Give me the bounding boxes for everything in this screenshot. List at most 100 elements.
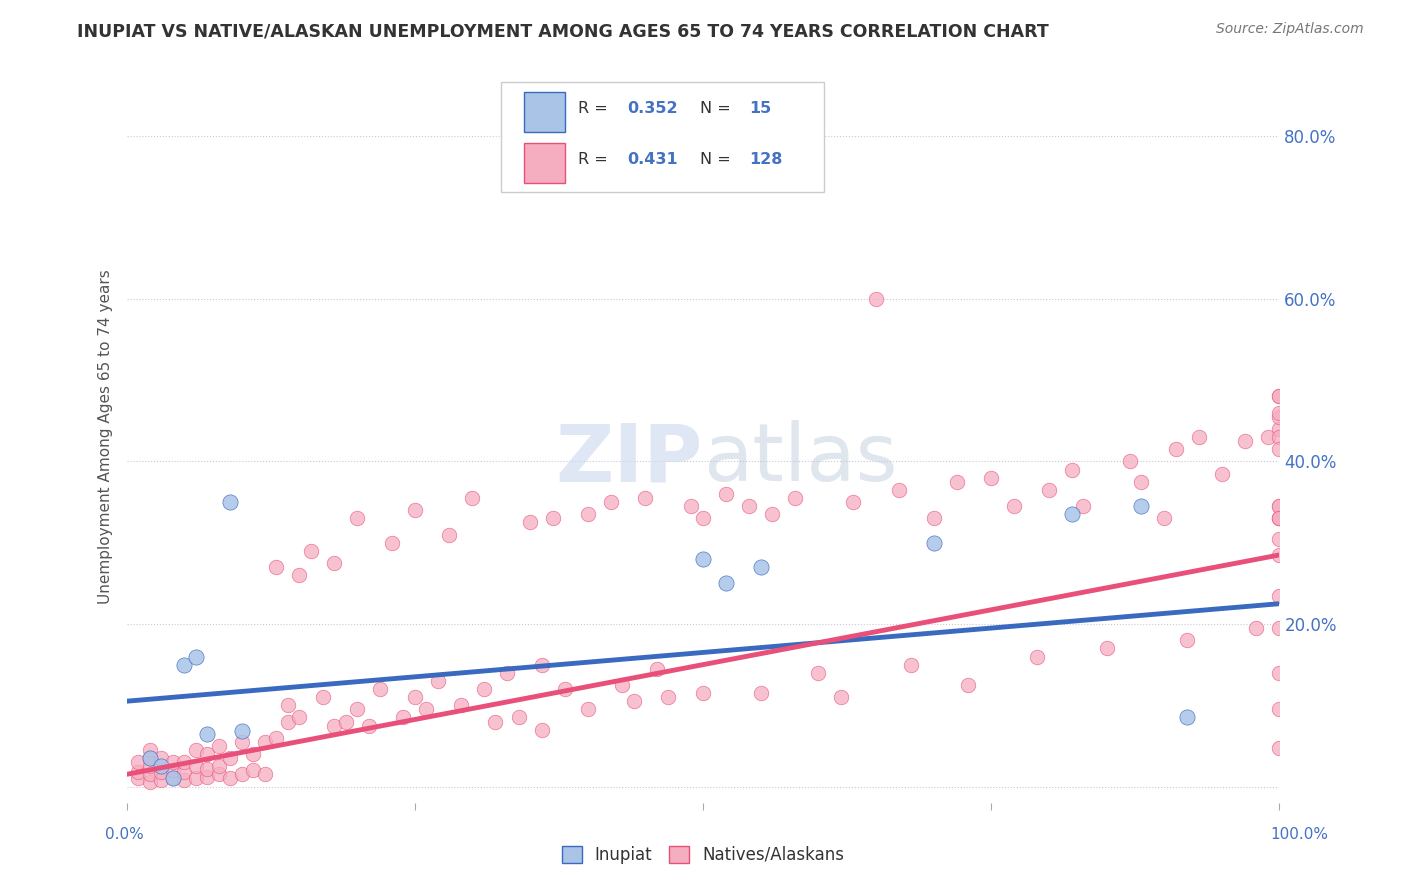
Point	[346, 702, 368, 716]
Point	[392, 710, 415, 724]
Point	[623, 694, 645, 708]
Point	[634, 491, 657, 505]
Point	[242, 747, 264, 761]
Point	[323, 718, 346, 732]
Point	[150, 759, 173, 773]
Text: atlas: atlas	[703, 420, 897, 498]
Point	[1164, 442, 1187, 457]
Point	[1153, 511, 1175, 525]
Point	[714, 487, 737, 501]
Point	[299, 544, 322, 558]
Point	[208, 759, 231, 773]
Point	[530, 723, 553, 737]
Point	[1211, 467, 1233, 481]
Point	[957, 678, 980, 692]
Point	[1095, 641, 1118, 656]
Point	[404, 690, 426, 705]
Point	[1002, 499, 1025, 513]
Point	[184, 649, 207, 664]
Point	[195, 762, 218, 776]
Point	[508, 710, 530, 724]
Point	[842, 495, 865, 509]
Point	[1268, 511, 1291, 525]
Point	[645, 662, 668, 676]
Point	[1268, 532, 1291, 546]
Point	[749, 560, 772, 574]
Point	[692, 511, 714, 525]
Text: ZIP: ZIP	[555, 420, 703, 498]
Point	[1175, 633, 1198, 648]
Point	[1188, 430, 1211, 444]
Y-axis label: Unemployment Among Ages 65 to 74 years: Unemployment Among Ages 65 to 74 years	[97, 269, 112, 605]
Point	[749, 686, 772, 700]
Point	[887, 483, 910, 497]
Point	[439, 527, 461, 541]
Point	[450, 698, 472, 713]
Point	[681, 499, 703, 513]
Point	[1268, 740, 1291, 755]
Point	[138, 759, 160, 773]
Point	[1268, 422, 1291, 436]
Point	[173, 755, 195, 769]
Point	[266, 731, 288, 745]
Point	[900, 657, 922, 672]
Point	[1233, 434, 1256, 449]
Point	[127, 755, 149, 769]
Point	[830, 690, 852, 705]
Point	[368, 681, 391, 696]
Text: 0.352: 0.352	[627, 101, 678, 116]
Point	[426, 673, 449, 688]
Point	[311, 690, 333, 705]
Point	[1268, 389, 1291, 403]
Point	[1130, 475, 1153, 489]
Point	[184, 743, 207, 757]
Point	[1268, 589, 1291, 603]
Point	[541, 511, 564, 525]
Point	[138, 751, 160, 765]
Point	[277, 714, 299, 729]
Point	[127, 772, 149, 786]
Point	[138, 743, 160, 757]
Point	[162, 772, 184, 786]
Point	[1268, 665, 1291, 680]
Text: 0.431: 0.431	[627, 153, 678, 167]
Point	[1026, 649, 1049, 664]
Point	[807, 665, 830, 680]
Point	[472, 681, 495, 696]
Bar	[524, 143, 565, 183]
Point	[242, 764, 264, 778]
Text: 100.0%: 100.0%	[1271, 827, 1329, 841]
Point	[1268, 409, 1291, 424]
Point	[612, 678, 634, 692]
Point	[195, 747, 218, 761]
Point	[288, 710, 311, 724]
Point	[1268, 511, 1291, 525]
Point	[138, 767, 160, 781]
Point	[173, 764, 195, 779]
Point	[184, 759, 207, 773]
Text: R =: R =	[578, 153, 613, 167]
Text: 15: 15	[749, 101, 772, 116]
Point	[208, 739, 231, 753]
Point	[138, 775, 160, 789]
Point	[1257, 430, 1279, 444]
Point	[1268, 430, 1291, 444]
Point	[922, 511, 945, 525]
Point	[945, 475, 967, 489]
Point	[519, 516, 541, 530]
Point	[576, 508, 599, 522]
Point	[1060, 462, 1083, 476]
Point	[208, 767, 231, 781]
Point	[1038, 483, 1060, 497]
Point	[1268, 499, 1291, 513]
Point	[761, 508, 783, 522]
FancyBboxPatch shape	[502, 82, 824, 192]
Point	[1130, 499, 1153, 513]
Point	[530, 657, 553, 672]
Point	[865, 292, 887, 306]
Point	[415, 702, 437, 716]
Point	[1268, 511, 1291, 525]
Point	[162, 772, 184, 786]
Point	[219, 772, 242, 786]
Point	[266, 560, 288, 574]
